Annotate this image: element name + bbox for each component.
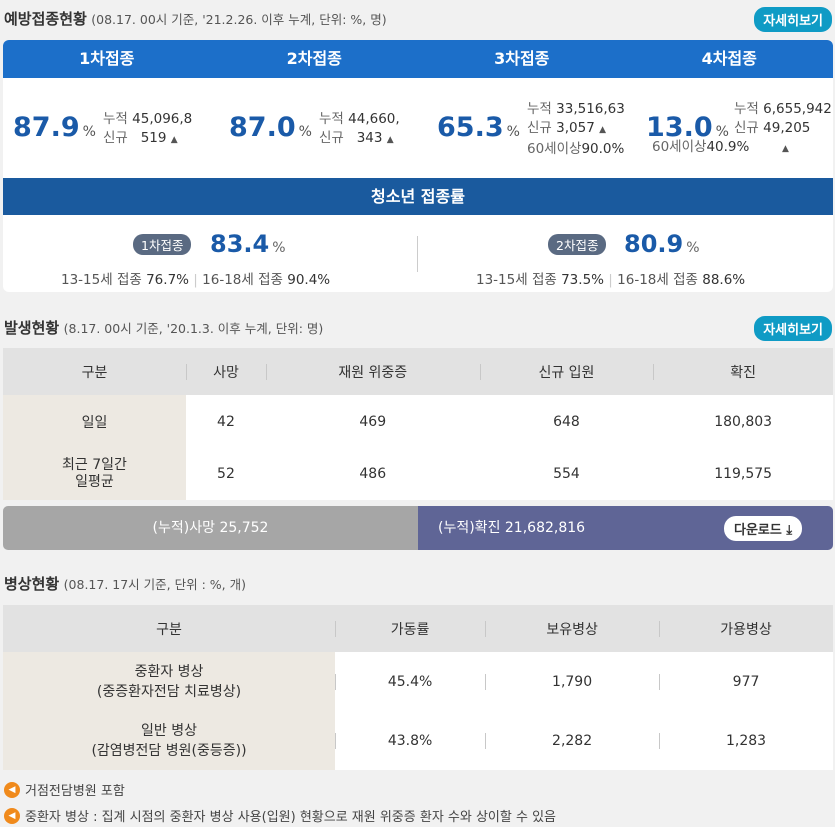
dose-3-label: 3차접종	[494, 49, 550, 68]
col-header: 보유병상	[485, 605, 660, 652]
col-header: 재원 위중증	[265, 348, 480, 395]
dose-1-detail: 누적 45,096,8 신규 519 ▲	[103, 111, 193, 146]
vaccination-more-button[interactable]: 자세히보기	[754, 7, 832, 32]
teen-dose-1-pill: 1차접종	[133, 234, 192, 255]
cell: 554	[479, 448, 654, 500]
up-arrow-icon: ▲	[170, 135, 178, 145]
dose-2-label: 2차접종	[286, 49, 342, 68]
dose-4-senior: 60세이상40.9%	[652, 139, 750, 155]
cell: 977	[659, 652, 833, 712]
outbreak-more-button[interactable]: 자세히보기	[754, 316, 832, 341]
dose-header: 1차접종 2차접종 3차접종 4차접종	[3, 40, 833, 78]
beds-table: 구분 가동률 보유병상 가용병상 중환자 병상 (중증환자전담 치료병상) 45…	[3, 605, 833, 770]
up-arrow-icon: ▲	[599, 125, 607, 135]
row-label: 중환자 병상 (중증환자전담 치료병상)	[3, 652, 335, 712]
up-arrow-icon: ▲	[386, 135, 394, 145]
teen-dose-2-rate: 80.9%	[624, 230, 700, 258]
speaker-icon: ◀	[4, 807, 20, 824]
vaccination-title: 예방접종현황 (08.17. 00시 기준, '21.2.26. 이후 누계, …	[4, 10, 387, 28]
cell: 1,283	[659, 712, 833, 770]
table-row: 일일 42 469 648 180,803	[3, 395, 833, 448]
dose-3-detail: 누적 33,516,63 신규 3,057 ▲ 60세이상90.0%	[527, 101, 625, 157]
table-row: 최근 7일간 일평균 52 486 554 119,575	[3, 448, 833, 500]
col-header: 가동률	[335, 605, 486, 652]
download-button[interactable]: 다운로드 ⤓	[724, 516, 803, 541]
row-label: 일반 병상 (감염병전담 병원(중등증))	[3, 712, 335, 770]
note: ◀ 거점전담병원 포함	[4, 780, 125, 799]
cell: 2,282	[485, 712, 660, 770]
cell: 52	[186, 448, 266, 500]
beds-title: 병상현황 (08.17. 17시 기준, 단위 : %, 개)	[4, 575, 246, 593]
cell: 180,803	[653, 395, 833, 448]
vaccination-card: 1차접종 2차접종 3차접종 4차접종 87.9% 누적 45,096,8 신규 …	[3, 40, 833, 292]
download-icon: ⤓	[786, 523, 793, 538]
teen-dose-1-ages: 13-15세 접종 76.7% | 16-18세 접종 90.4%	[61, 272, 331, 288]
cell: 119,575	[653, 448, 833, 500]
col-header: 신규 입원	[479, 348, 654, 395]
cell: 45.4%	[335, 652, 486, 712]
teen-dose-1-rate: 83.4%	[210, 230, 286, 258]
table-row: 중환자 병상 (중증환자전담 치료병상) 45.4% 1,790 977	[3, 652, 833, 712]
note: ◀ 중환자 병상 : 집계 시점의 중환자 병상 사용(입원) 현황으로 재원 위…	[4, 806, 556, 825]
dose-2-detail: 누적 44,660, 신규 343 ▲	[319, 111, 400, 146]
col-header: 구분	[3, 605, 335, 652]
dose-2-rate: 87.0%	[229, 112, 312, 143]
cell: 486	[265, 448, 480, 500]
cell: 648	[479, 395, 654, 448]
cell: 1,790	[485, 652, 660, 712]
cell: 469	[265, 395, 480, 448]
cumulative-deaths: (누적)사망 25,752	[3, 506, 418, 550]
col-header: 가용병상	[659, 605, 833, 652]
outbreak-table: 구분 사망 재원 위중증 신규 입원 확진 일일 42 469 648 180,…	[3, 348, 833, 500]
dose-4-rate: 13.0%	[646, 112, 729, 143]
table-header: 구분 사망 재원 위중증 신규 입원 확진	[3, 348, 833, 395]
col-header: 구분	[3, 348, 186, 395]
dose-3-rate: 65.3%	[437, 112, 520, 143]
col-header: 확진	[653, 348, 833, 395]
teen-title: 청소년 접종률	[3, 178, 833, 215]
table-header: 구분 가동률 보유병상 가용병상	[3, 605, 833, 652]
teen-dose-2-ages: 13-15세 접종 73.5% | 16-18세 접종 88.6%	[476, 272, 746, 288]
row-label: 일일	[3, 395, 186, 448]
speaker-icon: ◀	[4, 781, 20, 798]
dose-1-label: 1차접종	[79, 49, 135, 68]
dose-4-detail: 누적 6,655,942 신규 49,205 ▲	[734, 101, 832, 154]
row-label: 최근 7일간 일평균	[3, 448, 186, 500]
dose-1-rate: 87.9%	[13, 112, 96, 143]
divider	[417, 236, 418, 272]
col-header: 사망	[186, 348, 266, 395]
up-arrow-icon: ▲	[782, 144, 789, 154]
teen-dose-2-pill: 2차접종	[548, 234, 607, 255]
dose-4-label: 4차접종	[701, 49, 757, 68]
cell: 43.8%	[335, 712, 486, 770]
outbreak-title: 발생현황 (8.17. 00시 기준, '20.1.3. 이후 누계, 단위: …	[4, 319, 324, 337]
table-row: 일반 병상 (감염병전담 병원(중등증)) 43.8% 2,282 1,283	[3, 712, 833, 770]
cell: 42	[186, 395, 266, 448]
cumulative-confirmed: (누적)확진 21,682,816	[418, 506, 833, 550]
